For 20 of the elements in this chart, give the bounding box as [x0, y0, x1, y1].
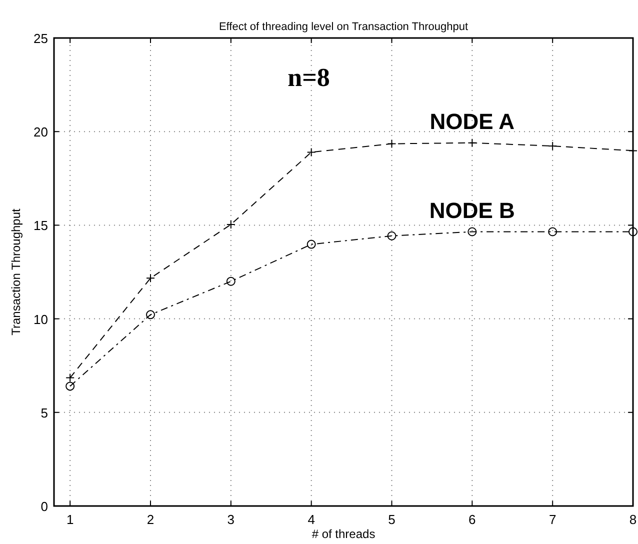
- y-tick-label: 0: [40, 499, 48, 514]
- series-label: NODE A: [430, 108, 515, 134]
- y-tick-label: 5: [40, 405, 48, 420]
- x-tick-label: 8: [629, 512, 637, 527]
- x-tick-label: 3: [227, 512, 235, 527]
- chart-title: Effect of threading level on Transaction Throughput: [218, 21, 468, 33]
- x-tick-label: 7: [548, 512, 556, 527]
- x-tick-label: 5: [388, 512, 396, 527]
- x-tick-label: 4: [308, 512, 315, 527]
- y-tick-label: 10: [34, 312, 48, 327]
- y-tick-label: 25: [34, 31, 48, 46]
- series-label: NODE B: [429, 198, 515, 223]
- x-tick-label: 2: [146, 512, 154, 527]
- y-axis-title: Transaction Throughput: [9, 208, 23, 336]
- x-tick-label: 6: [468, 512, 476, 527]
- annotation: n=8: [288, 63, 330, 92]
- x-axis-title: # of threads: [312, 527, 376, 541]
- y-tick-label: 15: [34, 218, 48, 234]
- x-tick-label: 1: [66, 512, 74, 527]
- y-tick-label: 20: [34, 124, 48, 140]
